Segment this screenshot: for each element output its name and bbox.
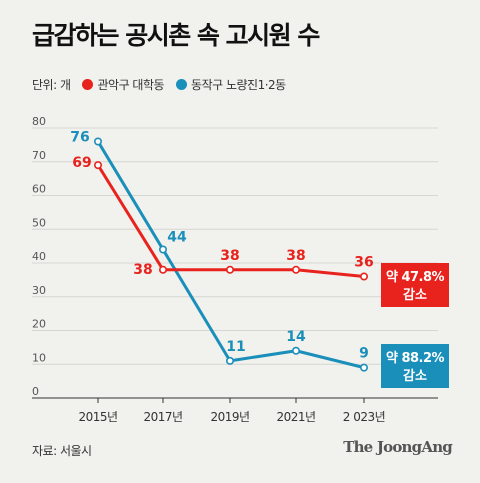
data-label: 38 xyxy=(133,262,152,278)
legend-dot-gwanak xyxy=(82,79,94,90)
y-tick-label: 0 xyxy=(32,385,39,398)
y-tick-label: 50 xyxy=(32,216,46,229)
change-badge-percent: 약 88.2% xyxy=(386,350,445,366)
data-point xyxy=(94,161,103,170)
y-tick-label: 40 xyxy=(32,250,46,263)
y-tick-label: 60 xyxy=(32,183,46,196)
legend-label-gwanak: 관악구 대학동 xyxy=(97,78,165,92)
data-point xyxy=(291,265,300,274)
x-tick-label: 2021년 xyxy=(276,410,315,424)
data-point xyxy=(159,265,168,274)
source-note: 자료: 서울시 xyxy=(32,444,92,458)
change-badge xyxy=(381,263,449,307)
y-tick-label: 20 xyxy=(32,318,46,331)
data-label: 11 xyxy=(226,339,245,355)
data-point xyxy=(291,346,300,355)
y-tick-label: 10 xyxy=(32,351,46,364)
legend-label-dongjak: 동작구 노량진1·2동 xyxy=(191,78,286,92)
data-point xyxy=(226,265,235,274)
x-tick-label: 2 023년 xyxy=(343,410,385,424)
data-label: 69 xyxy=(72,155,91,171)
brand-logo: The JoongAng xyxy=(343,438,453,456)
data-label: 9 xyxy=(359,346,369,362)
data-label: 76 xyxy=(70,130,89,146)
data-label: 38 xyxy=(220,248,239,264)
data-point xyxy=(94,137,103,146)
y-tick-label: 80 xyxy=(32,115,46,128)
x-tick-label: 2015년 xyxy=(78,410,117,424)
change-badge-label: 감소 xyxy=(403,369,427,384)
y-tick-label: 70 xyxy=(32,149,46,162)
data-label: 14 xyxy=(286,329,306,345)
x-tick-label: 2019년 xyxy=(210,410,249,424)
data-label: 38 xyxy=(286,248,305,264)
legend-dot-dongjak xyxy=(176,79,188,90)
legend-item-dongjak: 동작구 노량진1·2동 xyxy=(176,76,286,93)
data-point xyxy=(359,363,368,372)
change-badge-percent: 약 47.8% xyxy=(386,269,445,285)
chart-title: 급감하는 공시촌 속 고시원 수 xyxy=(32,21,320,50)
unit-label: 단위: 개 xyxy=(32,78,71,92)
data-point xyxy=(226,356,235,365)
change-badge-label: 감소 xyxy=(403,288,427,303)
legend: 단위: 개 관악구 대학동 동작구 노량진1·2동 xyxy=(32,76,286,93)
legend-item-gwanak: 관악구 대학동 xyxy=(82,76,165,93)
data-point xyxy=(159,245,168,254)
x-tick-label: 2017년 xyxy=(143,410,182,424)
y-tick-label: 30 xyxy=(32,284,46,297)
change-badge xyxy=(381,344,449,388)
data-label: 36 xyxy=(354,255,373,271)
data-label: 44 xyxy=(167,230,187,246)
data-point xyxy=(359,272,368,281)
